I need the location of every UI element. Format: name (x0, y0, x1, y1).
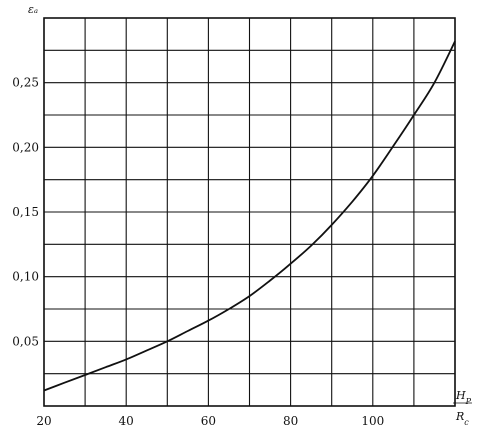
x-axis-label-bottom: Rc (455, 410, 469, 427)
x-tick-label: 80 (283, 414, 298, 428)
y-axis-label: εₐ (28, 3, 38, 16)
grid (43, 17, 456, 407)
x-tick-label: 20 (36, 414, 51, 428)
y-tick-label: 0,25 (12, 76, 39, 90)
tick-labels: 20 40 60 80 100 0,05 0,10 0,15 0,20 0,25 (12, 76, 384, 428)
series-line (43, 40, 456, 392)
x-tick-label: 40 (119, 414, 134, 428)
x-tick-label: 60 (201, 414, 216, 428)
plot-frame (43, 17, 456, 407)
y-tick-label: 0,05 (12, 334, 39, 348)
y-tick-label: 0,20 (12, 140, 39, 154)
y-tick-label: 0,15 (12, 205, 39, 219)
x-tick-label: 100 (361, 414, 384, 428)
y-tick-label: 0,10 (12, 270, 39, 284)
